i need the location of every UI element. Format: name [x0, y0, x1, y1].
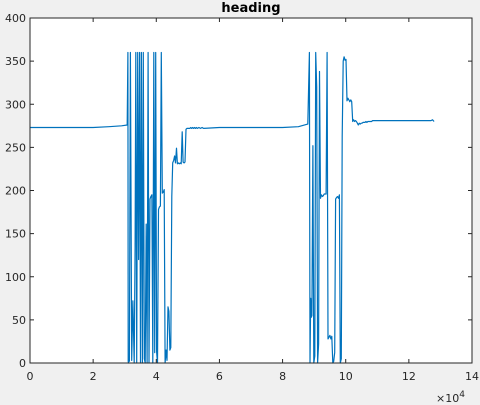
y-tick-label: 200 [5, 185, 26, 198]
x-exponent-power: 4 [459, 390, 465, 400]
x-axis-exponent: ×104 [436, 390, 465, 405]
y-tick-label: 300 [5, 98, 26, 111]
chart-title: heading [221, 1, 280, 16]
heading-series-line [30, 51, 435, 364]
x-tick-label: 14 [465, 370, 479, 383]
y-tick-label: 0 [19, 357, 26, 370]
x-axis-ticks: 0 2 4 6 8 10 12 14 [27, 18, 479, 383]
x-tick-label: 2 [90, 370, 97, 383]
y-tick-label: 250 [5, 141, 26, 154]
axes-background [30, 18, 472, 363]
y-tick-label: 350 [5, 55, 26, 68]
x-tick-label: 8 [279, 370, 286, 383]
y-tick-label: 150 [5, 228, 26, 241]
series-layer [30, 51, 435, 364]
x-tick-label: 10 [339, 370, 353, 383]
x-tick-label: 12 [402, 370, 416, 383]
y-tick-label: 100 [5, 271, 26, 284]
x-tick-label: 4 [153, 370, 160, 383]
y-axis-ticks: 0 50 100 150 200 250 300 350 400 [5, 12, 472, 370]
x-tick-label: 0 [27, 370, 34, 383]
y-tick-label: 400 [5, 12, 26, 25]
y-tick-label: 50 [12, 314, 26, 327]
x-tick-label: 6 [216, 370, 223, 383]
x-exponent-base: ×10 [436, 392, 459, 405]
